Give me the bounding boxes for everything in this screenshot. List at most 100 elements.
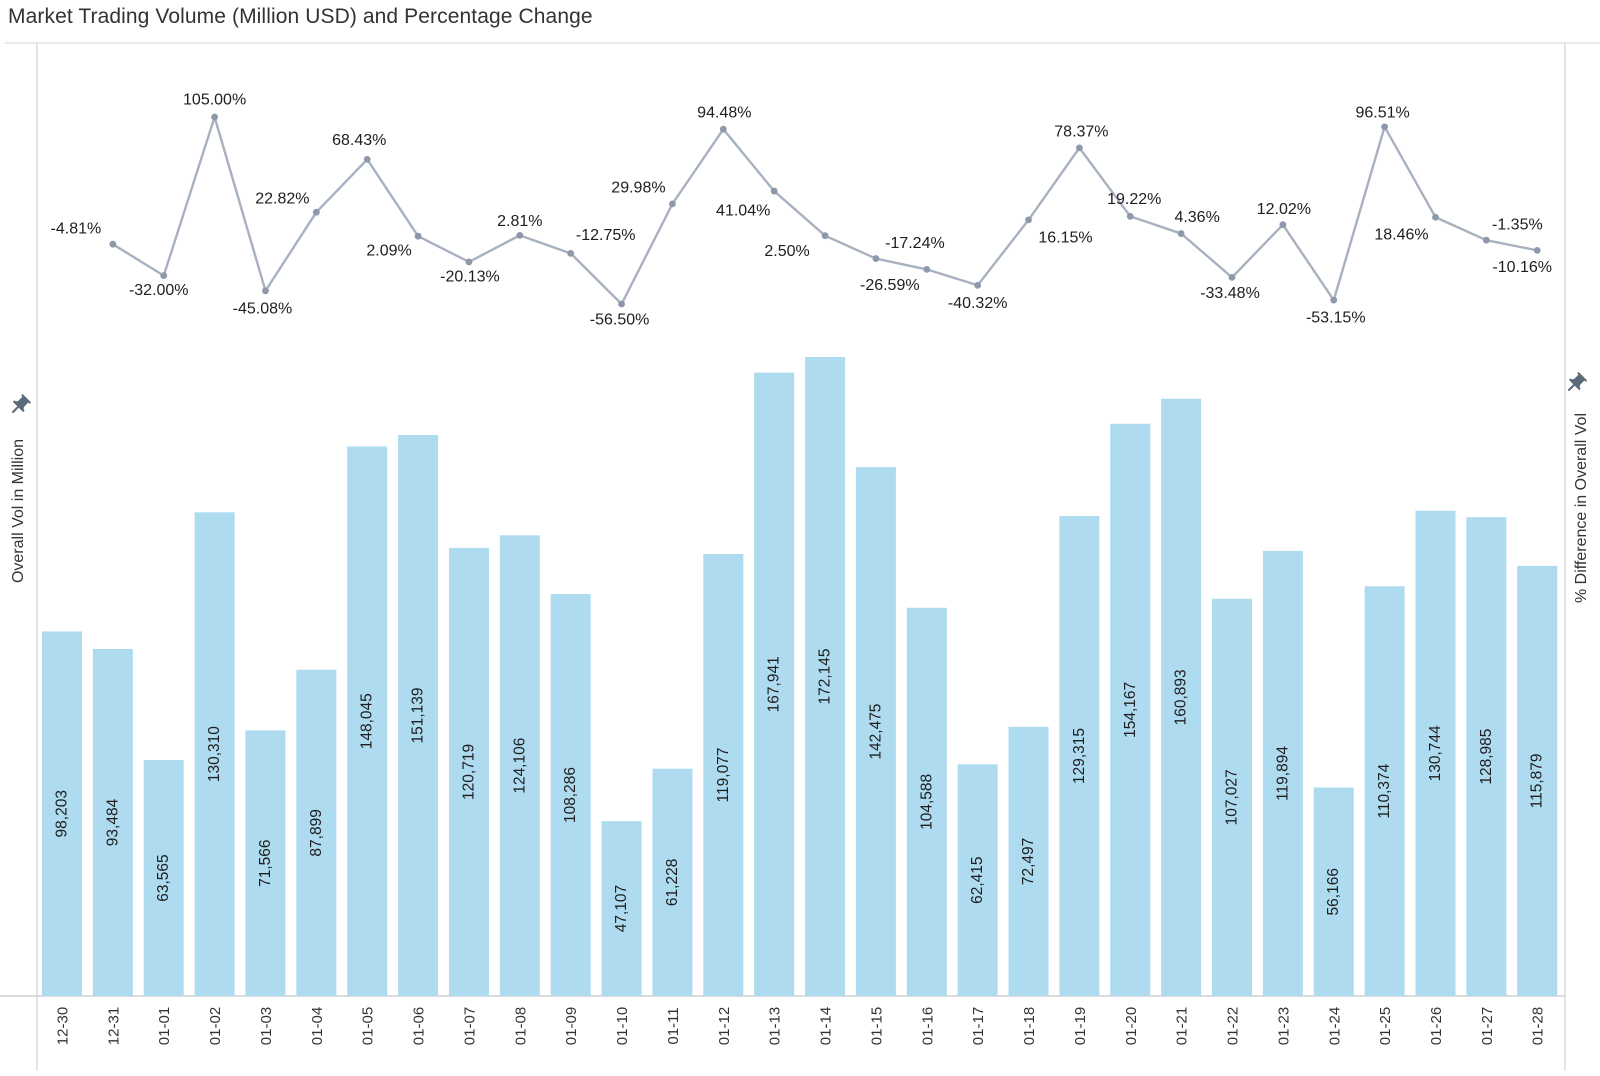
pct-value-label: -4.81% [51, 221, 102, 238]
volume-bar[interactable] [550, 594, 591, 996]
volume-bar[interactable] [601, 821, 642, 996]
x-axis-label: 01-28 [1530, 1007, 1547, 1045]
page-title: Market Trading Volume (Million USD) and … [8, 5, 593, 28]
pct-point-marker[interactable] [1126, 212, 1134, 220]
pct-point-marker[interactable] [1381, 123, 1389, 131]
bar-value-label: 71,566 [257, 839, 274, 886]
volume-bar[interactable] [499, 535, 540, 996]
pct-point-marker[interactable] [1279, 221, 1287, 229]
volume-bar[interactable] [805, 357, 846, 996]
pct-value-label: 96.51% [1355, 104, 1409, 121]
x-axis-label: 01-22 [1225, 1007, 1242, 1045]
bar-value-label: 104,588 [918, 774, 935, 830]
volume-bar[interactable] [194, 512, 235, 996]
pct-point-marker[interactable] [160, 272, 168, 280]
bar-value-label: 108,286 [562, 767, 579, 823]
volume-bar[interactable] [398, 434, 439, 996]
volume-bar[interactable] [245, 730, 286, 996]
pct-point-marker[interactable] [516, 231, 524, 239]
volume-bar[interactable] [1212, 598, 1253, 996]
volume-bar[interactable] [1517, 565, 1558, 996]
pct-point-marker[interactable] [109, 240, 117, 248]
volume-bar[interactable] [855, 467, 896, 996]
pct-point-marker[interactable] [923, 265, 931, 273]
x-axis-label: 01-09 [563, 1007, 580, 1045]
pct-point-marker[interactable] [821, 232, 829, 240]
volume-bar[interactable] [448, 547, 489, 996]
volume-bar[interactable] [92, 648, 133, 996]
volume-bar[interactable] [1059, 515, 1100, 996]
bar-value-label: 124,106 [511, 738, 528, 794]
bar-value-label: 61,228 [664, 859, 681, 906]
pct-point-marker[interactable] [770, 187, 778, 195]
x-axis-label: 01-08 [512, 1007, 529, 1045]
bar-value-label: 160,893 [1173, 669, 1190, 725]
pct-point-marker[interactable] [1228, 273, 1236, 281]
pct-value-label: 2.09% [366, 243, 411, 260]
pushpin-icon[interactable] [7, 393, 32, 418]
volume-bar[interactable] [1364, 586, 1405, 996]
pct-point-marker[interactable] [211, 113, 219, 121]
bar-value-label: 63,565 [155, 854, 172, 901]
volume-bar[interactable] [1161, 398, 1202, 996]
volume-bar[interactable] [906, 607, 947, 996]
volume-bar[interactable] [1466, 517, 1507, 996]
pct-point-marker[interactable] [567, 249, 575, 257]
volume-bar[interactable] [42, 631, 82, 996]
pct-value-label: 12.02% [1257, 201, 1311, 218]
x-axis-label: 01-17 [970, 1007, 987, 1045]
pct-point-marker[interactable] [1025, 216, 1032, 224]
volume-bar[interactable] [1110, 423, 1151, 996]
volume-bar[interactable] [1313, 787, 1354, 996]
pct-point-marker[interactable] [1330, 296, 1338, 304]
x-axis-label: 01-07 [461, 1007, 478, 1045]
pct-point-marker[interactable] [618, 300, 625, 308]
pct-point-marker[interactable] [262, 287, 269, 295]
pct-point-marker[interactable] [872, 255, 880, 262]
bar-value-label: 129,315 [1071, 728, 1088, 784]
pct-value-label: 2.81% [497, 213, 542, 230]
volume-bar[interactable] [1262, 550, 1303, 996]
bar-value-label: 115,879 [1529, 753, 1546, 808]
pct-value-label: -40.32% [948, 295, 1008, 312]
volume-bar[interactable] [703, 553, 744, 996]
pct-point-marker[interactable] [414, 232, 422, 240]
bar-value-label: 98,203 [54, 790, 71, 837]
bar-value-label: 107,027 [1224, 769, 1241, 825]
pct-point-marker[interactable] [669, 200, 676, 208]
volume-bar[interactable] [1415, 510, 1456, 996]
x-axis-label: 01-26 [1428, 1007, 1445, 1045]
pct-point-marker[interactable] [363, 155, 371, 163]
pct-value-label: 2.50% [764, 243, 809, 260]
pct-point-marker[interactable] [1177, 230, 1185, 237]
bar-value-label: 120,719 [460, 744, 477, 800]
pct-value-label: -20.13% [440, 268, 500, 285]
pct-point-marker[interactable] [1533, 246, 1541, 254]
volume-bar[interactable] [296, 669, 337, 996]
pct-point-marker[interactable] [1482, 236, 1490, 244]
bar-value-label: 167,941 [766, 656, 783, 712]
bar-value-label: 93,484 [104, 798, 121, 846]
pct-point-marker[interactable] [312, 208, 320, 216]
x-axis-label: 01-15 [868, 1007, 885, 1045]
pushpin-icon[interactable] [1563, 371, 1588, 396]
volume-bar[interactable] [652, 768, 693, 996]
volume-bar[interactable] [143, 760, 184, 996]
pct-value-label: -1.35% [1492, 217, 1543, 234]
volume-bar[interactable] [347, 446, 388, 997]
pct-point-marker[interactable] [465, 258, 473, 266]
volume-bar[interactable] [1008, 726, 1049, 996]
x-axis-label: 01-12 [716, 1007, 733, 1045]
pct-point-marker[interactable] [719, 125, 727, 133]
bar-value-label: 56,166 [1325, 868, 1342, 915]
pct-value-label: -10.16% [1492, 259, 1552, 276]
pct-value-label: 68.43% [332, 132, 386, 149]
pct-point-marker[interactable] [1432, 213, 1439, 221]
pct-point-marker[interactable] [1076, 144, 1083, 152]
bar-value-label: 62,415 [969, 856, 986, 903]
pct-point-marker[interactable] [974, 281, 982, 289]
volume-bar[interactable] [754, 372, 795, 996]
volume-bar[interactable] [957, 764, 998, 996]
bar-value-label: 119,077 [715, 748, 732, 803]
